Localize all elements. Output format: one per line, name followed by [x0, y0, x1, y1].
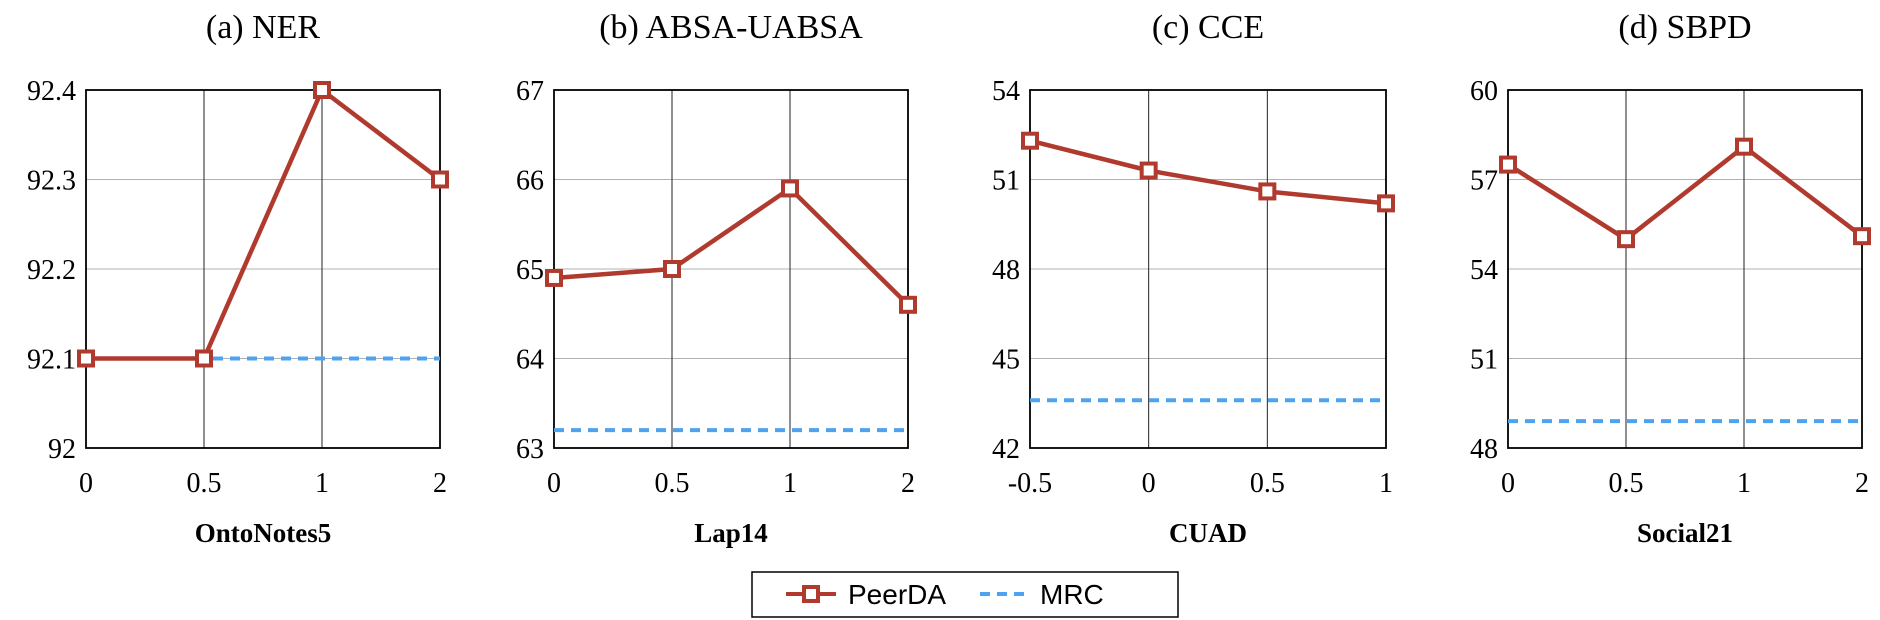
peerda-marker — [1735, 137, 1753, 156]
peerda-marker — [1139, 161, 1158, 180]
plot-frame — [1029, 89, 1387, 449]
peerda-marker — [1021, 131, 1039, 150]
x-tick-label: 1 — [1737, 468, 1751, 499]
y-tick-label: 63 — [516, 434, 544, 465]
y-tick-label: 66 — [516, 166, 544, 197]
peerda-marker — [431, 170, 449, 189]
legend-peerda-label: PeerDA — [848, 579, 946, 610]
peerda-marker — [781, 179, 799, 198]
peerda-marker — [899, 295, 917, 314]
peerda-marker — [1499, 155, 1517, 174]
chart-panel-4: (d) SBPD 48 51 54 57 60 0 0.5 1 2 Social21 — [1470, 9, 1871, 548]
x-tick-label: -0.5 — [1008, 468, 1052, 499]
y-tick-label: 65 — [516, 255, 544, 286]
y-tick-label: 92.2 — [27, 255, 76, 286]
x-tick-label: 0.5 — [655, 468, 690, 499]
peerda-marker — [1258, 182, 1277, 201]
plot-frame — [85, 89, 441, 449]
y-tick-label: 42 — [992, 434, 1020, 465]
chart-panel-2: (b) ABSA-UABSA 63 64 65 66 67 0 0.5 1 2 Lap14 — [516, 9, 917, 548]
x-tick-label: 1 — [1379, 468, 1393, 499]
peerda-line — [553, 186, 910, 307]
y-tick-label: 54 — [992, 76, 1020, 107]
y-tick-label: 45 — [992, 345, 1020, 376]
chart-panel-1: (a) NER 92 92.1 92.2 92.3 92.4 0 0.5 1 2 OntoNotes… — [27, 9, 449, 548]
y-tick-label: 60 — [1470, 76, 1498, 107]
x-tick-label: 0 — [547, 468, 561, 499]
y-tick-label: 92.3 — [27, 166, 76, 197]
y-tick-label: 92.1 — [27, 345, 76, 376]
legend-peerda-marker — [802, 585, 820, 603]
plot-frame — [1507, 89, 1863, 449]
x-tick-label: 1 — [783, 468, 797, 499]
y-tick-label: 54 — [1470, 255, 1498, 286]
peerda-marker — [1853, 227, 1871, 246]
x-tick-label: 1 — [315, 468, 329, 499]
x-tick-label: 2 — [901, 468, 915, 499]
x-tick-label: 0 — [79, 468, 93, 499]
x-tick-label: 0.5 — [187, 468, 222, 499]
chart-title: (d) SBPD — [1618, 9, 1751, 46]
x-tick-label: 2 — [1855, 468, 1869, 499]
peerda-marker — [195, 349, 213, 368]
peerda-line — [1029, 138, 1387, 206]
chart-panel-3: (c) CCE 42 45 48 51 54 -0.5 0 0.5 1 CUAD — [992, 9, 1395, 548]
y-tick-label: 67 — [516, 76, 544, 107]
y-tick-label: 51 — [992, 166, 1020, 197]
peerda-marker — [77, 349, 95, 368]
x-axis-label: Lap14 — [694, 518, 768, 548]
chart-title: (a) NER — [206, 9, 321, 46]
chart-panels: (a) NER 92 92.1 92.2 92.3 92.4 0 0.5 1 2 OntoNotes… — [27, 9, 1871, 548]
x-tick-label: 0 — [1501, 468, 1515, 499]
y-tick-label: 92 — [48, 434, 76, 465]
x-axis-label: OntoNotes5 — [195, 518, 332, 548]
y-tick-label: 57 — [1470, 166, 1498, 197]
legend: PeerDA MRC — [751, 571, 1179, 618]
chart-title: (b) ABSA-UABSA — [599, 9, 863, 46]
peerda-line — [86, 87, 442, 361]
x-axis-label: CUAD — [1169, 518, 1247, 548]
peerda-marker — [545, 268, 563, 287]
y-tick-label: 48 — [1470, 434, 1498, 465]
x-tick-label: 0.5 — [1609, 468, 1644, 499]
x-tick-label: 2 — [433, 468, 447, 499]
x-tick-label: 0 — [1142, 468, 1156, 499]
peerda-line — [1506, 144, 1864, 242]
chart-title: (c) CCE — [1152, 9, 1264, 46]
y-tick-label: 51 — [1470, 345, 1498, 376]
x-axis-label: Social21 — [1637, 518, 1733, 548]
peerda-marker — [663, 260, 681, 278]
y-tick-label: 64 — [516, 345, 544, 376]
peerda-marker — [1617, 230, 1635, 249]
peerda-marker — [313, 81, 331, 99]
peerda-marker — [1377, 194, 1395, 213]
y-tick-label: 92.4 — [27, 76, 76, 107]
legend-mrc-label: MRC — [1040, 579, 1104, 610]
y-tick-label: 48 — [992, 255, 1020, 286]
x-tick-label: 0.5 — [1250, 468, 1285, 499]
